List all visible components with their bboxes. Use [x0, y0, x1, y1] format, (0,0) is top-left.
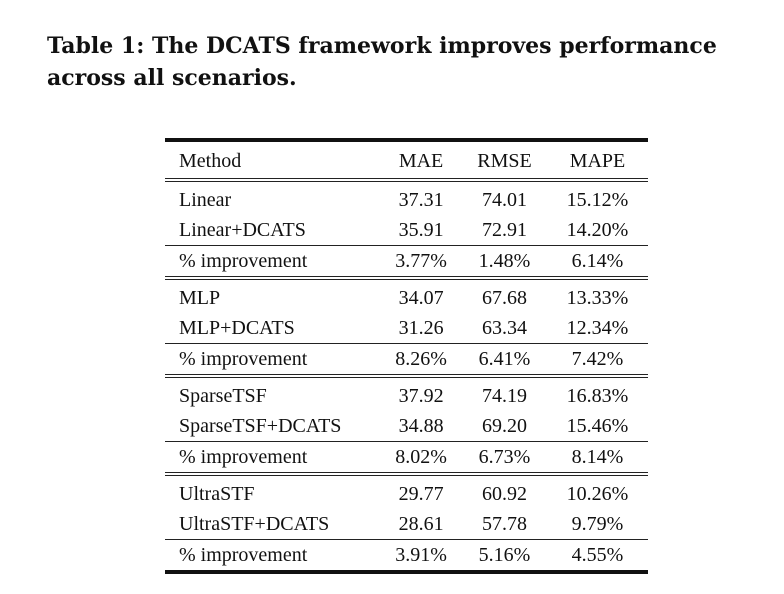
caption-line-1: Table 1: The DCATS framework improves pe…: [47, 33, 717, 59]
cell-rmse: 74.19: [462, 374, 547, 411]
table-caption: Table 1: The DCATS framework improves pe…: [47, 30, 767, 94]
table-row: SparseTSF+DCATS 34.88 69.20 15.46%: [165, 411, 648, 442]
cell-rmse: 67.68: [462, 276, 547, 313]
cell-mae: 28.61: [398, 512, 444, 535]
cell-method: % improvement: [165, 343, 381, 376]
cell-method: UltraSTF: [165, 472, 381, 509]
cell-rmse: 69.20: [481, 414, 527, 437]
cell-mape: 15.46%: [566, 414, 629, 437]
table-header-row: Method MAE RMSE MAPE: [165, 140, 648, 180]
cell-mape: 13.33%: [546, 276, 648, 313]
table-row: UltraSTF+DCATS 28.61 57.78 9.79%: [165, 509, 648, 540]
cell-method: % improvement: [165, 539, 381, 572]
cell-rmse: 1.48%: [462, 245, 547, 278]
cell-rmse: 63.34: [481, 316, 527, 339]
cell-method: % improvement: [165, 441, 381, 474]
improvement-row: % improvement 3.91% 5.16% 4.55%: [165, 539, 648, 572]
improvement-row: % improvement 8.02% 6.73% 8.14%: [165, 441, 648, 474]
cell-mape: 4.55%: [546, 539, 648, 572]
cell-mae: 8.02%: [380, 441, 463, 474]
cell-rmse: 74.01: [462, 178, 547, 215]
cell-mape: 9.79%: [571, 512, 624, 535]
cell-rmse: 6.73%: [462, 441, 547, 474]
cell-mape: 8.14%: [546, 441, 648, 474]
cell-mae: 3.91%: [380, 539, 463, 572]
cell-mae: 31.26: [398, 316, 444, 339]
cell-mae: 3.77%: [380, 245, 463, 278]
cell-mae: 34.88: [398, 414, 444, 437]
cell-mae: 37.31: [380, 178, 463, 215]
cell-method: UltraSTF+DCATS: [179, 512, 330, 535]
cell-rmse: 5.16%: [462, 539, 547, 572]
header-mape: MAPE: [569, 149, 626, 172]
cell-mae: 35.91: [398, 218, 444, 241]
results-table: Method MAE RMSE MAPE Linear 37.31 74.01 …: [165, 138, 648, 574]
cell-rmse: 60.92: [462, 472, 547, 509]
cell-method: Linear+DCATS: [179, 218, 306, 241]
cell-mape: 16.83%: [546, 374, 648, 411]
cell-mae: 8.26%: [380, 343, 463, 376]
improvement-row: % improvement 8.26% 6.41% 7.42%: [165, 343, 648, 376]
cell-mape: 12.34%: [566, 316, 629, 339]
results-table-container: Method MAE RMSE MAPE Linear 37.31 74.01 …: [165, 138, 648, 574]
cell-mae: 29.77: [380, 472, 463, 509]
improvement-row: % improvement 3.77% 1.48% 6.14%: [165, 245, 648, 278]
cell-mae: 34.07: [380, 276, 463, 313]
cell-mae: 37.92: [380, 374, 463, 411]
cell-mape: 14.20%: [566, 218, 629, 241]
header-rmse: RMSE: [477, 149, 532, 172]
cell-method: % improvement: [165, 245, 381, 278]
cell-method: SparseTSF+DCATS: [179, 414, 342, 437]
cell-mape: 7.42%: [546, 343, 648, 376]
cell-method: MLP: [165, 276, 381, 313]
table-row: MLP 34.07 67.68 13.33%: [165, 276, 648, 313]
cell-rmse: 6.41%: [462, 343, 547, 376]
cell-mape: 6.14%: [546, 245, 648, 278]
cell-rmse: 72.91: [481, 218, 527, 241]
cell-method: Linear: [165, 178, 381, 215]
caption-line-2: across all scenarios.: [47, 65, 297, 91]
cell-method: MLP+DCATS: [179, 316, 295, 339]
table-row: Linear+DCATS 35.91 72.91 14.20%: [165, 215, 648, 246]
cell-rmse: 57.78: [481, 512, 527, 535]
header-mae: MAE: [398, 149, 444, 172]
cell-mape: 15.12%: [546, 178, 648, 215]
table-row: Linear 37.31 74.01 15.12%: [165, 178, 648, 215]
cell-mape: 10.26%: [546, 472, 648, 509]
cell-method: SparseTSF: [165, 374, 381, 411]
table-row: SparseTSF 37.92 74.19 16.83%: [165, 374, 648, 411]
table-row: MLP+DCATS 31.26 63.34 12.34%: [165, 313, 648, 344]
table-row: UltraSTF 29.77 60.92 10.26%: [165, 472, 648, 509]
header-method: Method: [179, 149, 242, 172]
